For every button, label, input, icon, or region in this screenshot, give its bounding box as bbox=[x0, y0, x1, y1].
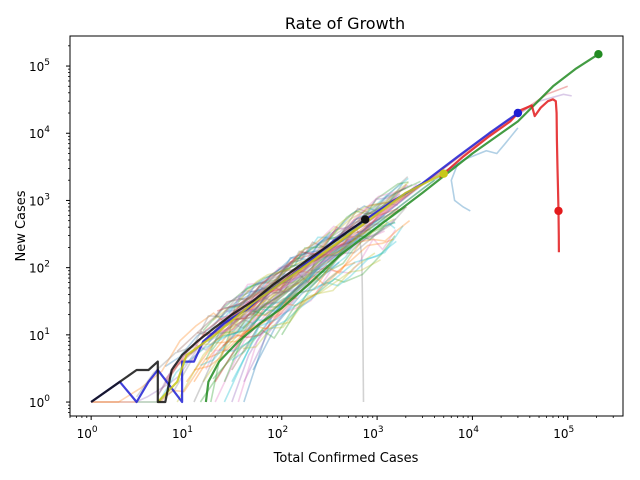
background-series-line bbox=[193, 264, 311, 383]
background-series-line bbox=[372, 127, 519, 228]
y-tick-label: 103 bbox=[29, 192, 50, 208]
x-tick-label: 105 bbox=[553, 425, 574, 441]
series-endpoint-marker bbox=[361, 215, 370, 224]
x-tick-label: 103 bbox=[363, 425, 384, 441]
fan-series-line bbox=[193, 219, 411, 371]
fan-series-line bbox=[241, 252, 376, 355]
series-endpoint-marker bbox=[439, 169, 448, 178]
highlight-series-line bbox=[90, 218, 366, 404]
y-axis-ticks: 100 101 102 103 104 105 bbox=[29, 45, 70, 413]
background-series-line bbox=[237, 230, 385, 403]
series-endpoint-marker bbox=[513, 108, 523, 118]
fan-series-line bbox=[241, 180, 421, 294]
y-axis-label: New Cases bbox=[14, 190, 29, 261]
background-series-line bbox=[214, 223, 378, 403]
fan-series-line bbox=[210, 176, 409, 331]
background-series-line bbox=[193, 287, 290, 403]
fan-series-line bbox=[176, 187, 407, 353]
fan-series-line bbox=[214, 222, 396, 341]
x-tick-label: 100 bbox=[77, 425, 98, 441]
fan-series-line bbox=[242, 275, 304, 330]
fan-series-line bbox=[214, 184, 409, 319]
fan-series-line bbox=[216, 218, 395, 341]
fan-series-line bbox=[215, 177, 409, 318]
background-series-line bbox=[243, 293, 300, 383]
y-tick-label: 101 bbox=[29, 327, 50, 343]
y-tick-label: 100 bbox=[29, 394, 50, 410]
series-endpoint-marker bbox=[554, 206, 563, 216]
background-series-line bbox=[202, 290, 278, 383]
x-tick-label: 101 bbox=[172, 425, 193, 441]
fan-series-line bbox=[235, 190, 400, 304]
highlight-series-line bbox=[157, 172, 445, 403]
fan-series-line bbox=[200, 272, 338, 367]
background-series-line bbox=[355, 226, 365, 403]
x-axis-ticks: 100 101 102 103 104 105 bbox=[69, 416, 614, 441]
background-series-line bbox=[223, 226, 374, 383]
x-tick-label: 102 bbox=[267, 425, 288, 441]
fan-series-line bbox=[202, 181, 409, 332]
plot-area bbox=[90, 50, 603, 404]
highlight-series-line bbox=[438, 98, 560, 253]
background-series-line bbox=[252, 261, 340, 371]
background-series-line bbox=[199, 179, 435, 403]
fan-series-line bbox=[218, 261, 356, 351]
series-endpoint-marker bbox=[594, 50, 603, 59]
x-axis-label: Total Confirmed Cases bbox=[273, 451, 419, 466]
background-series-line bbox=[214, 281, 300, 383]
background-series-line bbox=[231, 264, 328, 371]
fan-series-line bbox=[205, 229, 397, 370]
fan-series-line bbox=[224, 212, 386, 323]
fan-series-line bbox=[135, 272, 286, 398]
fan-series-line bbox=[222, 225, 404, 352]
background-series-line bbox=[231, 266, 321, 383]
plot-frame bbox=[69, 35, 624, 417]
highlight-series-group bbox=[90, 53, 599, 404]
fan-series-line bbox=[237, 181, 409, 303]
fan-series-line bbox=[228, 231, 331, 314]
fan-series-line bbox=[231, 208, 406, 332]
chart-title: Rate of Growth bbox=[285, 14, 405, 33]
fan-series-line bbox=[91, 238, 394, 403]
background-series-line bbox=[223, 214, 386, 403]
fan-series-line bbox=[210, 221, 396, 353]
endpoint-markers-group bbox=[361, 50, 603, 224]
fan-series-line bbox=[212, 235, 396, 380]
x-tick-label: 104 bbox=[458, 425, 479, 441]
fan-series-line bbox=[215, 297, 298, 344]
y-tick-label: 102 bbox=[29, 260, 50, 276]
highlight-series-line bbox=[204, 53, 599, 403]
fan-series-line bbox=[91, 217, 397, 403]
fan-series-line bbox=[231, 240, 397, 362]
fan-series-line bbox=[242, 259, 381, 350]
y-tick-label: 104 bbox=[29, 125, 50, 141]
y-tick-label: 105 bbox=[29, 58, 50, 74]
